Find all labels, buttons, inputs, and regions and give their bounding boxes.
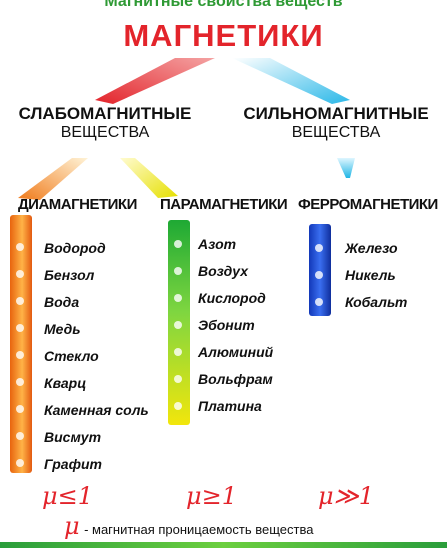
diamagnetic-item: Вода (44, 294, 80, 310)
diamagnetics-bar (10, 215, 32, 473)
arrow-to-ferro (337, 158, 355, 178)
arrow-to-para (120, 158, 178, 198)
legend-symbol: μ (64, 512, 80, 540)
diamagnetic-item: Медь (44, 321, 81, 337)
bullet-dot (16, 297, 24, 305)
arrow-to-weak (95, 58, 215, 104)
diamagnetic-item: Водород (44, 240, 106, 256)
bullet-dot (315, 244, 323, 252)
diamagnetic-item: Графит (44, 456, 102, 472)
paramagnetics-bar (168, 220, 190, 425)
bullet-dot (16, 459, 24, 467)
diamagnetic-item: Кварц (44, 375, 87, 391)
paramagnetic-item: Алюминий (198, 344, 274, 360)
ferromagnetic-item: Никель (345, 267, 396, 283)
bullet-dot (174, 294, 182, 302)
diamagnetic-item: Каменная соль (44, 402, 149, 418)
paramagnetic-item: Платина (198, 398, 262, 414)
diamagnetic-item: Висмут (44, 429, 102, 445)
arrow-to-strong (232, 58, 350, 104)
paramagnetic-item: Кислород (198, 290, 266, 306)
category-paramagnetics-label: ПАРАМАГНЕТИКИ (160, 196, 288, 213)
branch-strong-subtitle: ВЕЩЕСТВА (291, 124, 381, 141)
category-diamagnetics-label: ДИАМАГНЕТИКИ (18, 196, 137, 213)
bullet-dot (16, 378, 24, 386)
bullet-dot (174, 321, 182, 329)
bullet-dot (315, 271, 323, 279)
ferromagnetic-item: Железо (345, 240, 398, 256)
bottom-accent-bar (0, 542, 447, 548)
legend-text: - магнитная проницаемость вещества (84, 522, 314, 537)
branch-strong: СИЛЬНОМАГНИТНЫЕ ВЕЩЕСТВА (236, 104, 436, 142)
ferromagnetics-bar (309, 224, 331, 316)
diamagnetic-item: Бензол (44, 267, 95, 283)
paramagnetic-item: Вольфрам (198, 371, 273, 387)
branch-weak-title: СЛАБОМАГНИТНЫЕ (18, 104, 192, 123)
bullet-dot (174, 267, 182, 275)
paramagnetic-item: Воздух (198, 263, 249, 279)
ferromagnetic-item: Кобальт (345, 294, 408, 310)
bullet-dot (16, 351, 24, 359)
bullet-dot (174, 240, 182, 248)
bullet-dot (174, 375, 182, 383)
bullet-dot (174, 402, 182, 410)
bullet-dot (16, 243, 24, 251)
legend: μ - магнитная проницаемость вещества (64, 512, 313, 540)
branch-weak: СЛАБОМАГНИТНЫЕ ВЕЩЕСТВА (5, 104, 205, 142)
condition-diamagnetic: μ≤1 (42, 482, 93, 510)
bullet-dot (16, 405, 24, 413)
bullet-dot (315, 298, 323, 306)
bullet-dot (16, 324, 24, 332)
diamagnetic-item: Стекло (44, 348, 99, 364)
paramagnetic-item: Эбонит (198, 317, 255, 333)
branch-strong-title: СИЛЬНОМАГНИТНЫЕ (243, 104, 429, 123)
condition-ferromagnetic: μ≫1 (318, 482, 374, 510)
arrow-to-dia (18, 158, 88, 200)
bullet-dot (16, 432, 24, 440)
main-title: МАГНЕТИКИ (123, 18, 324, 53)
branch-weak-subtitle: ВЕЩЕСТВА (60, 124, 150, 141)
paramagnetic-item: Азот (198, 236, 237, 252)
condition-paramagnetic: μ≥1 (186, 482, 237, 510)
category-ferromagnetics-label: ФЕРРОМАГНЕТИКИ (298, 196, 438, 213)
top-caption: Магнитные свойства веществ (104, 0, 343, 10)
bullet-dot (16, 270, 24, 278)
bullet-dot (174, 348, 182, 356)
